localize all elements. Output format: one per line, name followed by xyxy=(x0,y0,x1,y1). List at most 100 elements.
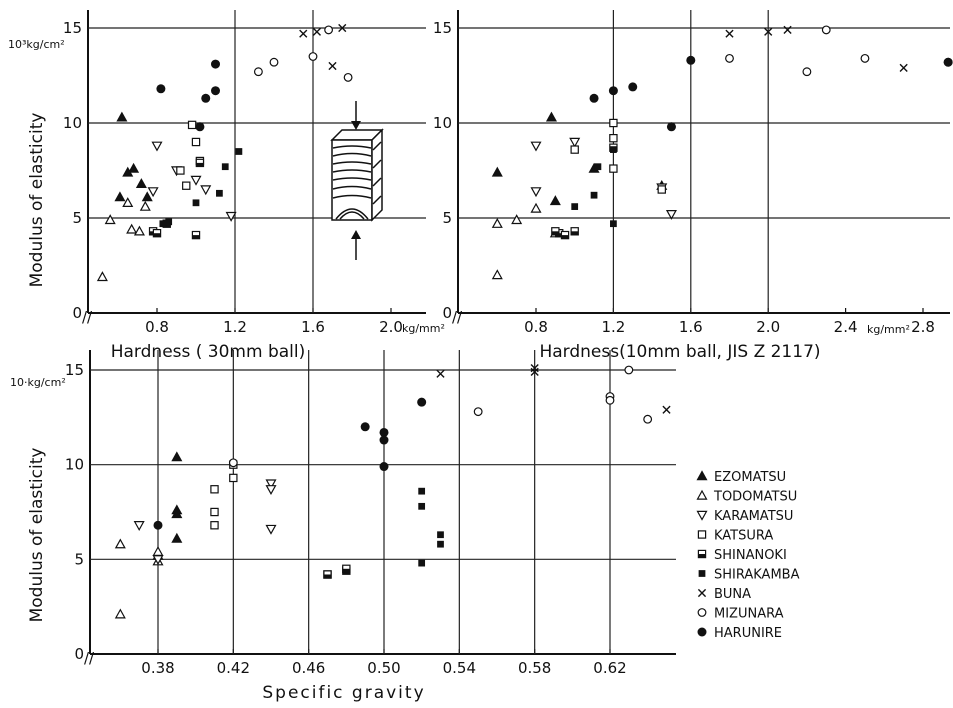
data-point-karamatsu xyxy=(569,137,581,148)
data-point-buna xyxy=(530,364,539,373)
axis-break-bottom: // xyxy=(84,649,95,667)
data-point-harunire xyxy=(943,57,953,67)
data-point-katsura xyxy=(182,181,191,190)
data-point-ezomatsu xyxy=(128,162,140,173)
data-point-karamatsu xyxy=(665,210,677,220)
legend-marker-harunire xyxy=(697,627,707,637)
data-point-mizunara xyxy=(324,25,334,35)
data-point-ezomatsu xyxy=(545,111,557,122)
data-point-todomatsu xyxy=(114,538,126,549)
data-point-shinanoki xyxy=(191,230,201,240)
y-tick-label: 10 xyxy=(65,456,84,474)
data-point-shirakamba xyxy=(418,559,426,567)
data-point-todomatsu xyxy=(139,200,151,211)
data-point-shirakamba xyxy=(192,199,200,207)
panel-specific-gravity: 0 5 10 15 0.38 0.42 0.46 0.50 0.54 0.58 0.62 xyxy=(65,350,676,677)
legend-marker-mizunara xyxy=(697,608,707,617)
data-point-karamatsu xyxy=(530,141,542,152)
data-point-todomatsu xyxy=(530,202,542,213)
x-tick-label: 0.58 xyxy=(518,659,551,677)
y-tick-label: 0 xyxy=(72,304,82,322)
data-point-harunire xyxy=(608,86,618,96)
legend-label-shinanoki: SHINANOKI xyxy=(714,548,787,563)
data-point-harunire xyxy=(379,435,389,445)
data-point-shinanoki xyxy=(560,230,570,240)
data-point-katsura xyxy=(609,164,618,173)
x-tick-label: 0.42 xyxy=(217,659,250,677)
data-point-ezomatsu xyxy=(141,191,153,202)
data-point-shinanoki xyxy=(323,570,332,579)
x-tick-label: 0.38 xyxy=(141,659,174,677)
data-point-ezomatsu xyxy=(114,191,126,202)
legend-label-ezomatsu: EZOMATSU xyxy=(714,470,786,485)
y-tick-label: 0 xyxy=(442,304,452,322)
data-point-shirakamba xyxy=(418,502,426,510)
x-tick-label: 1.2 xyxy=(223,318,247,336)
legend-marker-shinanoki xyxy=(697,549,707,559)
axis-break-top-right: // xyxy=(452,308,463,326)
data-point-shinanoki xyxy=(551,227,560,236)
legend-marker-ezomatsu xyxy=(696,470,708,481)
data-point-katsura xyxy=(609,134,618,143)
data-point-ezomatsu xyxy=(116,111,128,122)
legend: EZOMATSU TODOMATSU KARAMATSU KATSURA SHINANO… xyxy=(696,470,800,641)
x-tick-label: 0.50 xyxy=(367,659,400,677)
data-point-katsura xyxy=(657,185,666,194)
data-point-buna xyxy=(725,29,734,38)
data-point-buna xyxy=(530,367,539,376)
axis-break-top-left: // xyxy=(82,308,93,326)
data-point-buna xyxy=(338,23,347,33)
x-tick-label: 2.4 xyxy=(834,318,858,336)
data-point-mizunara xyxy=(253,67,263,77)
data-point-mizunara xyxy=(624,365,634,375)
x-tick-label: 2.8 xyxy=(911,318,935,336)
legend-label-katsura: KATSURA xyxy=(714,529,773,544)
data-point-ezomatsu xyxy=(171,508,183,519)
data-point-buna xyxy=(328,61,337,71)
legend-marker-todomatsu xyxy=(696,489,708,500)
x-tick-label: 2.0 xyxy=(756,318,780,336)
data-point-harunire xyxy=(379,462,389,472)
data-point-karamatsu xyxy=(190,175,202,186)
data-point-harunire xyxy=(201,93,211,103)
data-point-karamatsu xyxy=(265,485,277,496)
data-point-harunire xyxy=(686,55,696,65)
data-point-harunire xyxy=(379,427,389,437)
data-point-ezomatsu xyxy=(491,166,503,177)
data-point-shirakamba xyxy=(437,531,444,539)
data-point-todomatsu xyxy=(511,214,523,225)
data-point-mizunara xyxy=(343,72,353,82)
data-point-shirakamba xyxy=(437,540,444,548)
panel-hardness-30mm: 0 5 10 15 0.8 1.2 1.6 2.0 xyxy=(63,10,426,336)
x-tick-label: 1.6 xyxy=(301,318,325,336)
data-point-karamatsu xyxy=(265,524,277,535)
y-tick-label: 5 xyxy=(72,209,82,227)
data-point-mizunara xyxy=(643,414,653,424)
data-point-shinanoki xyxy=(195,158,205,168)
data-point-mizunara xyxy=(860,53,870,63)
data-point-buna xyxy=(436,369,445,378)
x-tick-label: 0.54 xyxy=(443,659,476,677)
legend-label-harunire: HARUNIRE xyxy=(714,626,782,641)
data-point-mizunara xyxy=(473,407,483,417)
data-point-shirakamba xyxy=(594,163,602,171)
data-point-harunire xyxy=(156,84,166,94)
data-point-shirakamba xyxy=(571,203,579,210)
x-tick-label: 1.2 xyxy=(601,318,625,336)
y-axis-label-bottom: Modulus of elasticity xyxy=(27,448,47,623)
data-point-mizunara xyxy=(228,458,238,468)
data-point-karamatsu xyxy=(147,187,159,198)
data-point-buna xyxy=(299,29,308,38)
data-point-shirakamba xyxy=(159,220,167,228)
data-point-ezomatsu xyxy=(171,532,183,543)
data-point-shinanoki xyxy=(152,229,162,238)
legend-marker-karamatsu xyxy=(696,510,708,521)
unit-label-top-left-x: kg/mm² xyxy=(402,322,445,335)
x-axis-label-bottom: Specific gravity xyxy=(262,683,425,703)
data-point-mizunara xyxy=(725,53,734,63)
data-point-todomatsu xyxy=(126,223,138,234)
data-point-shirakamba xyxy=(216,189,223,197)
data-point-katsura xyxy=(570,145,579,154)
data-point-todomatsu xyxy=(122,197,134,207)
data-point-todomatsu xyxy=(96,271,108,282)
